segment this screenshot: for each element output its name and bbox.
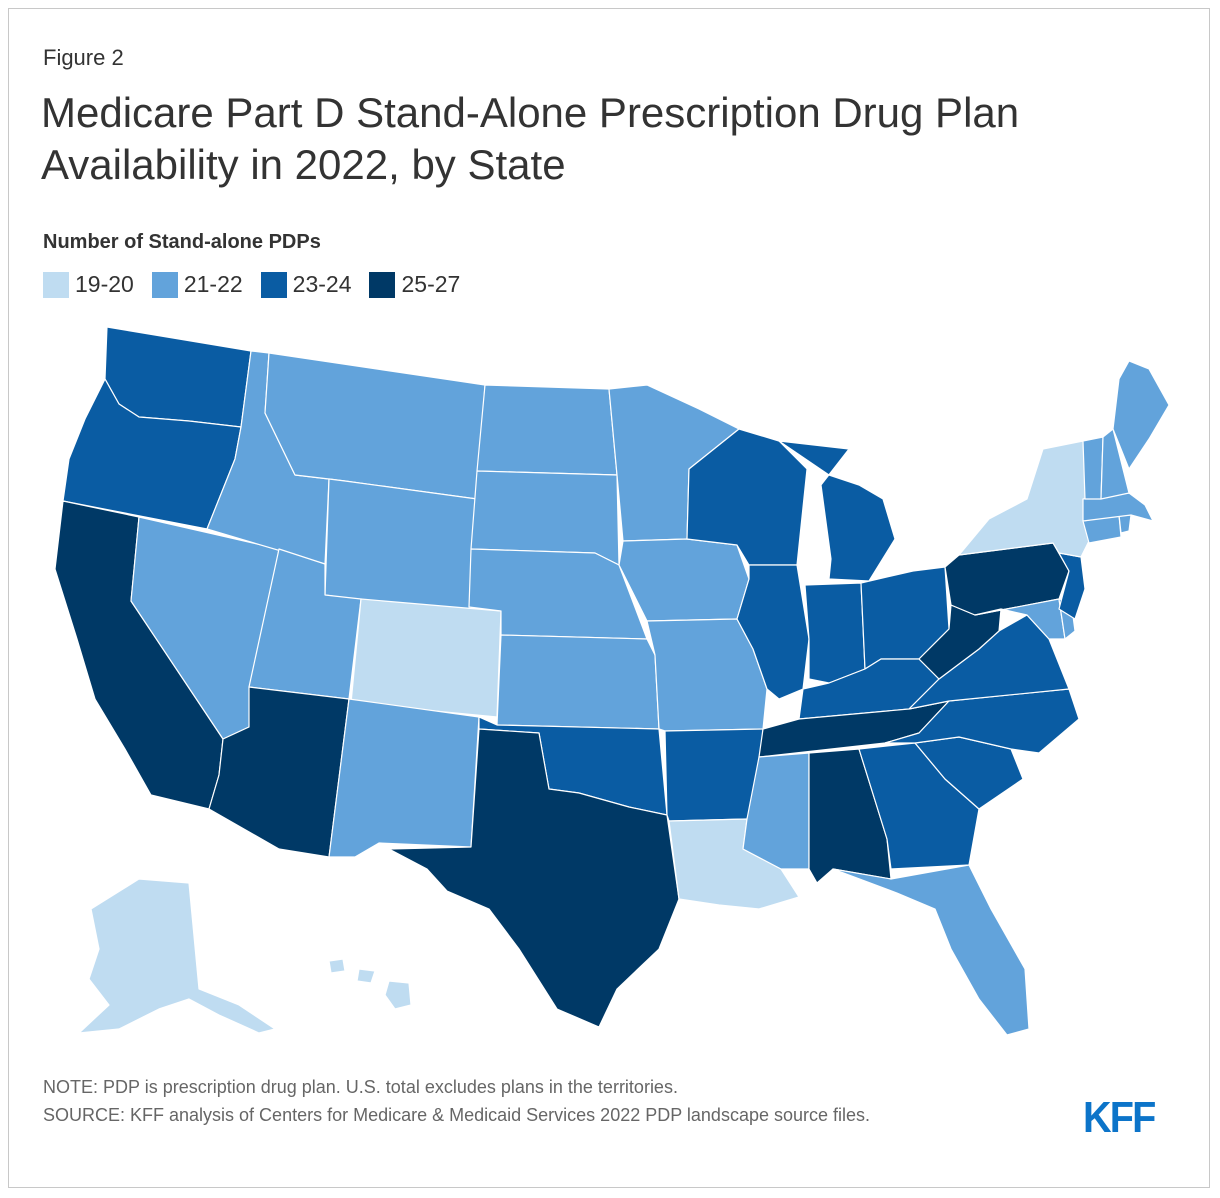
state-nc bbox=[884, 688, 1080, 754]
state-nd bbox=[476, 384, 618, 476]
state-ks bbox=[496, 634, 660, 730]
legend-swatch bbox=[260, 271, 287, 298]
figure-label: Figure 2 bbox=[43, 45, 124, 70]
legend-swatch bbox=[151, 271, 178, 298]
legend-item-19-20: 19-20 bbox=[43, 271, 134, 298]
state-fl bbox=[832, 864, 1030, 1036]
kff-logo: KFF bbox=[1083, 1093, 1156, 1142]
state-ak bbox=[78, 878, 276, 1034]
legend-item-25-27: 25-27 bbox=[369, 271, 460, 298]
state-ia bbox=[618, 538, 750, 622]
state-me bbox=[1112, 360, 1170, 470]
legend-label: 25-27 bbox=[401, 271, 461, 297]
footnotes: NOTE: PDP is prescription drug plan. U.S… bbox=[43, 1073, 1023, 1129]
note-text: NOTE: PDP is prescription drug plan. U.S… bbox=[43, 1077, 678, 1097]
legend-swatch bbox=[43, 271, 69, 298]
figure-frame: Figure 2 Medicare Part D Stand-Alone Pre… bbox=[8, 8, 1210, 1188]
legend: 19-20 21-22 23-24 25-27 bbox=[43, 271, 460, 298]
state-tx bbox=[388, 728, 680, 1028]
legend-label: 21-22 bbox=[183, 271, 243, 297]
state-ny bbox=[958, 440, 1090, 558]
state-in bbox=[804, 582, 866, 684]
legend-item-23-24: 23-24 bbox=[260, 271, 352, 298]
source-text: SOURCE: KFF analysis of Centers for Medi… bbox=[43, 1105, 871, 1125]
state-nm bbox=[328, 698, 480, 858]
state-wy bbox=[324, 478, 478, 616]
legend-item-21-22: 21-22 bbox=[151, 271, 243, 298]
map-svg bbox=[54, 326, 1170, 1036]
legend-label: 23-24 bbox=[292, 271, 352, 297]
state-co bbox=[350, 598, 502, 718]
figure-title: Medicare Part D Stand-Alone Prescription… bbox=[41, 89, 1020, 188]
us-state-map bbox=[39, 309, 1189, 1049]
state-ri bbox=[1118, 514, 1132, 534]
state-vt bbox=[1082, 436, 1104, 500]
state-il bbox=[736, 564, 810, 700]
state-nh bbox=[1100, 428, 1130, 500]
legend-label: 19-20 bbox=[75, 271, 134, 297]
state-ar bbox=[664, 728, 764, 822]
state-hi bbox=[328, 958, 412, 1010]
legend-swatch bbox=[369, 271, 396, 298]
legend-title: Number of Stand-alone PDPs bbox=[43, 231, 321, 253]
